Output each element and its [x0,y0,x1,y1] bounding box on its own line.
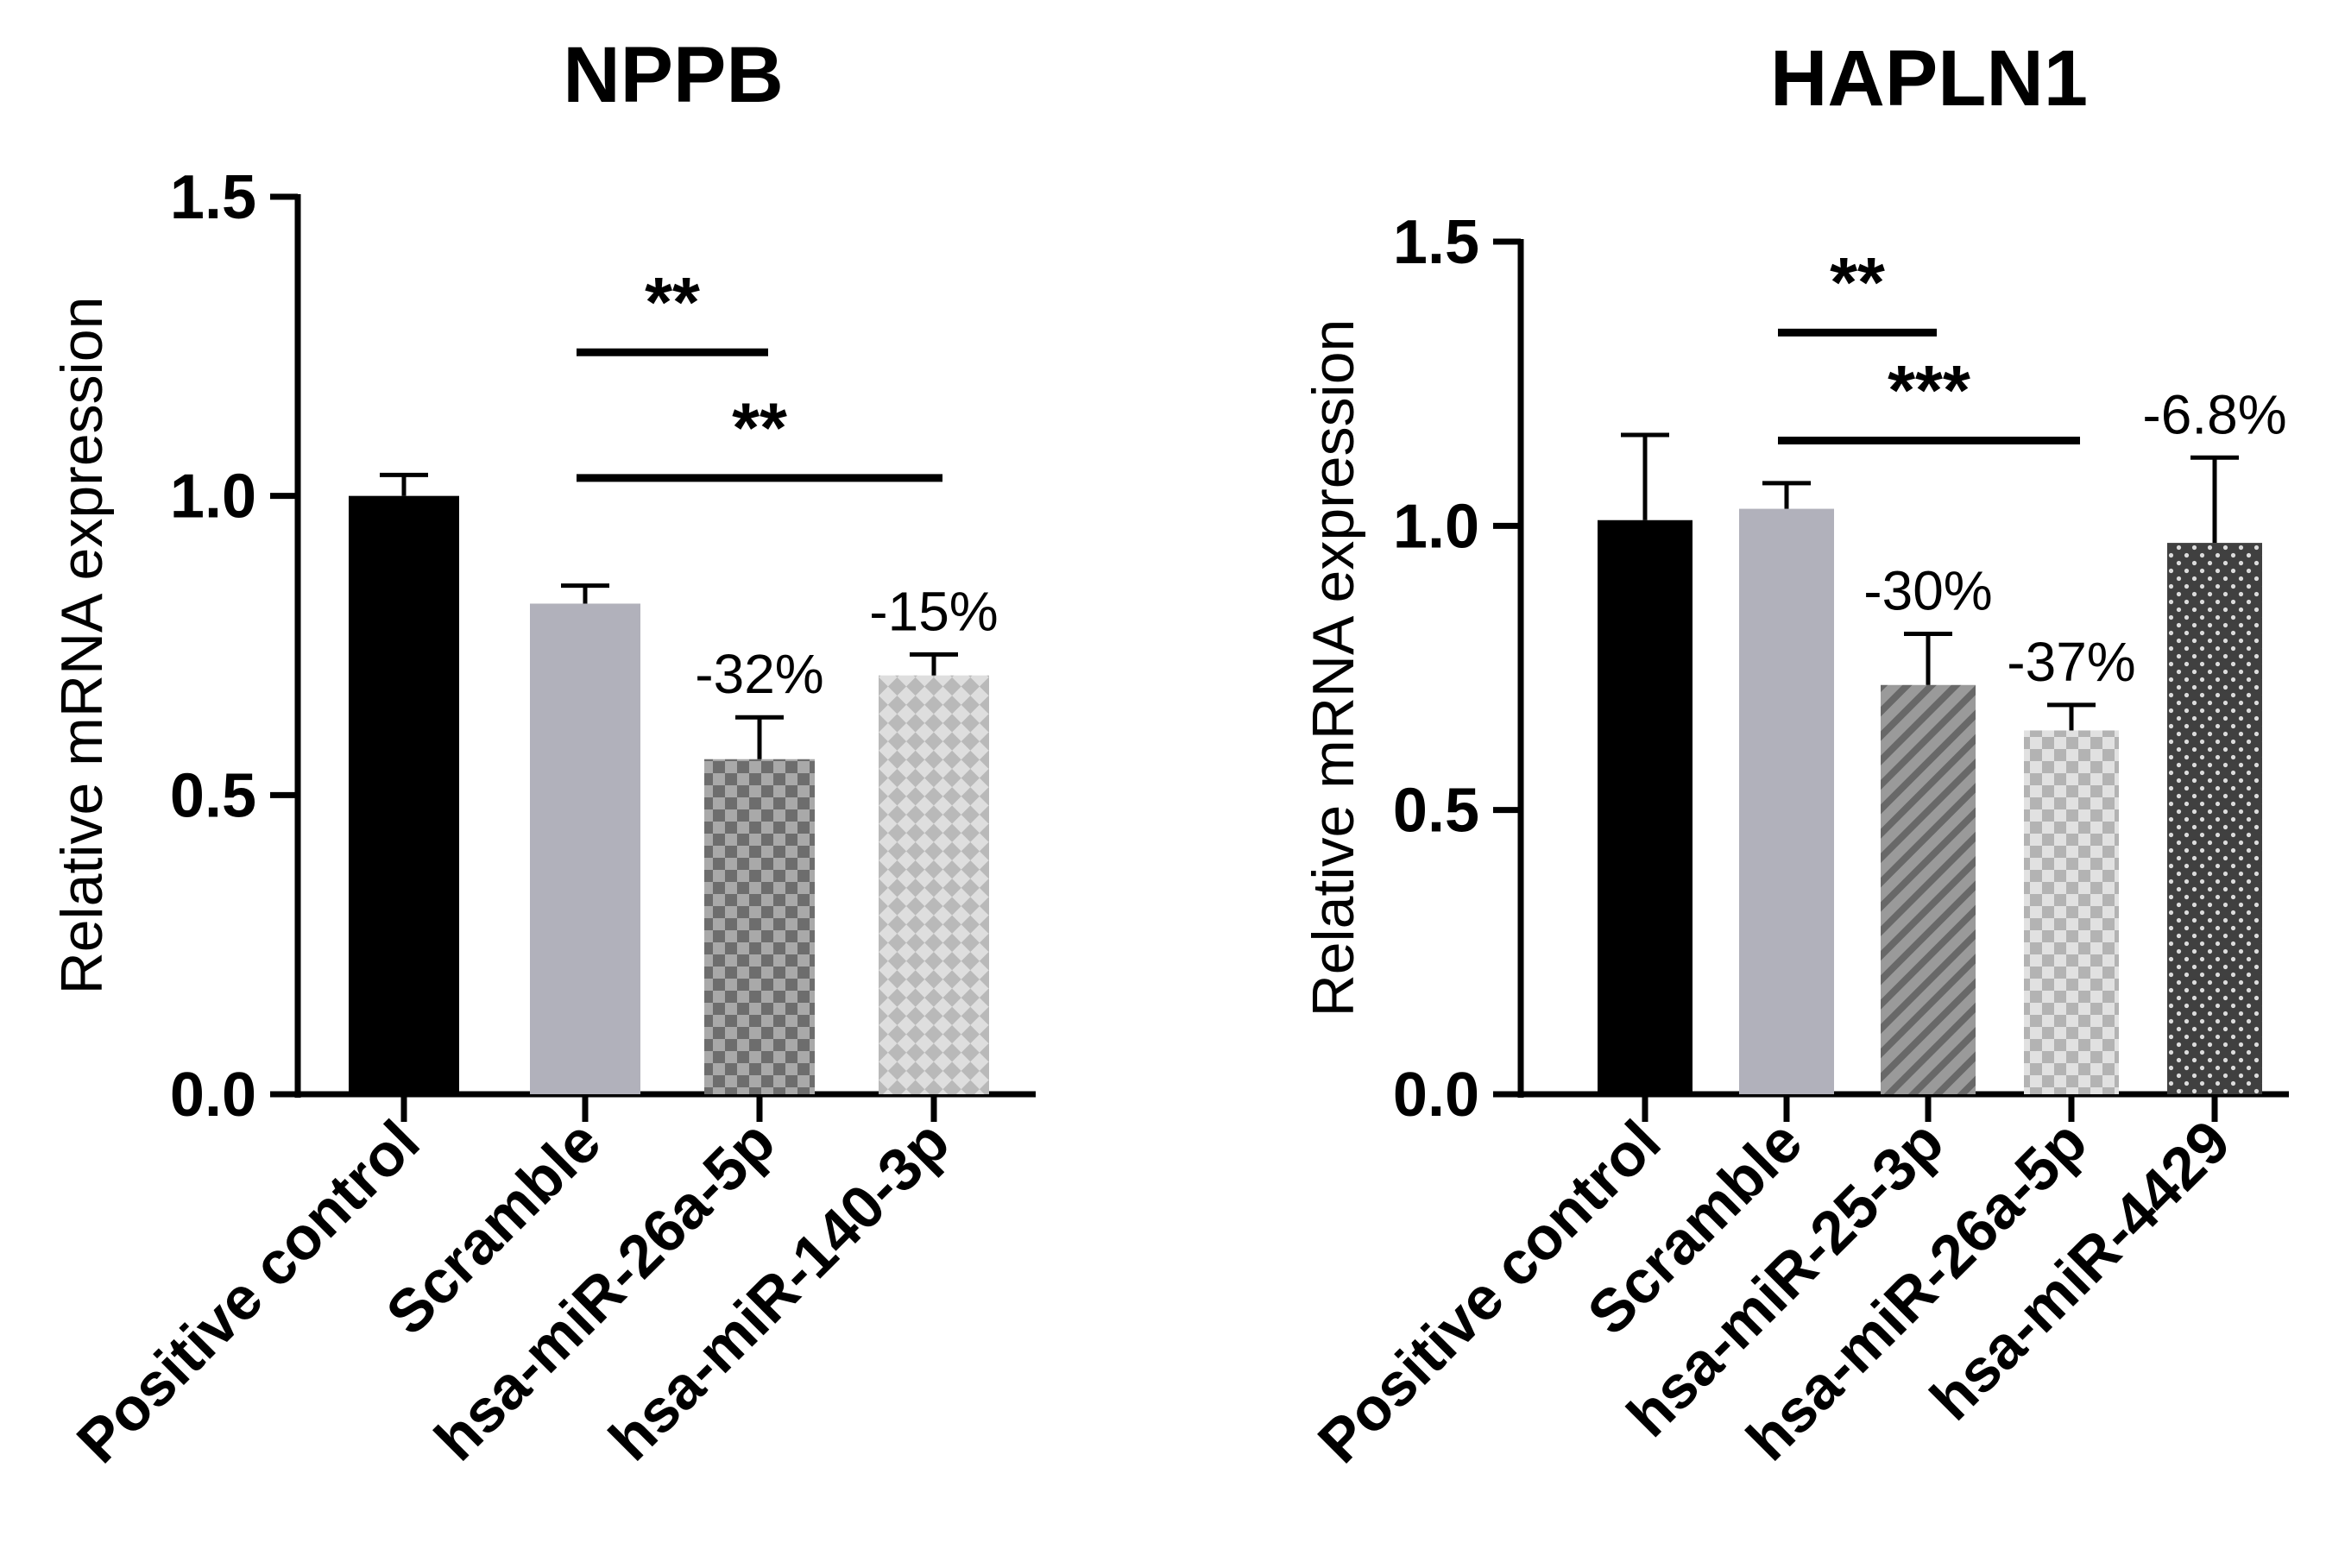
y-axis-label: Relative mRNA expression [1301,319,1366,1017]
y-tick-label: 1.0 [1393,492,1479,561]
significance-stars: ** [732,389,787,468]
y-tick-label: 0.5 [1393,777,1479,846]
bar [1881,684,1976,1094]
y-tick-label: 0.0 [1393,1061,1479,1130]
significance-stars: ** [645,263,700,342]
bar [2024,730,2119,1094]
percent-change-label: -6.8% [2142,383,2286,445]
bar [704,759,815,1094]
hapln1-chart: HAPLN1 Relative mRNA expression 0.0 0.5 1.0 1… [1301,35,2289,1476]
y-tick-label: 1.5 [170,163,256,232]
percent-change-label: -32% [695,643,823,705]
y-tick-label: 0.5 [170,761,256,830]
percent-change-label: -15% [869,580,998,642]
significance-stars: *** [1888,352,1970,431]
bar [530,603,640,1094]
bar [1739,508,1834,1094]
chart-title: NPPB [563,31,784,119]
bar [1598,520,1692,1094]
x-category-label: Positive control [64,1107,432,1475]
y-tick-label: 0.0 [170,1061,256,1130]
bar [2167,543,2262,1094]
percent-change-label: -30% [1863,559,1992,621]
y-tick-label: 1.5 [1393,208,1479,277]
bar [349,495,459,1094]
significance-stars: ** [1830,243,1885,322]
y-tick-label: 1.0 [170,463,256,532]
y-axis-label: Relative mRNA expression [49,297,115,995]
percent-change-label: -37% [2007,631,2135,693]
chart-title: HAPLN1 [1770,35,2088,123]
nppb-chart: NPPB Relative mRNA expression 0.0 0.5 1.0 1.5… [49,31,1036,1476]
bar [879,675,989,1094]
